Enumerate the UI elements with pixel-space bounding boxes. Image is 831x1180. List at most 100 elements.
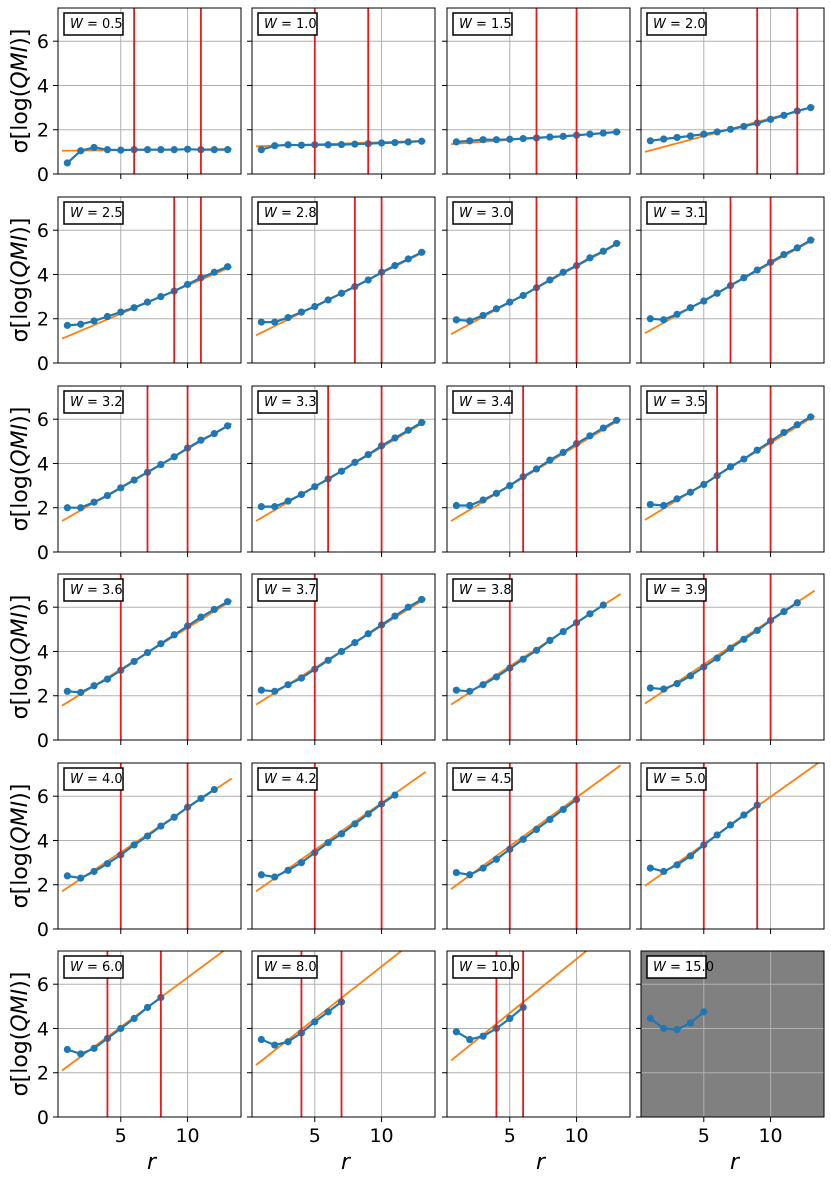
data-point [418,137,426,145]
data-point [391,791,399,799]
data-point [210,429,218,438]
data-point [599,601,607,609]
data-point [130,304,138,312]
panels-group: 0 2 4 6 W = 0.5 W = 1.0 W = 1.5 W = 2.0 0 2 4 6 W = … [37,7,825,1147]
panel-frame [640,385,825,553]
data-point [646,684,654,692]
y-tick-label: 0 [37,919,49,941]
data-point [726,463,735,471]
data-point [324,656,332,664]
panel-frame [640,7,825,175]
data-point [492,855,501,863]
data-point [297,859,306,867]
y-axis-label: σ[log(QMI)] [8,784,33,909]
data-point [117,308,125,316]
data-point [479,681,487,689]
data-point [452,316,460,324]
data-point [466,871,474,879]
data-point [740,635,748,643]
data-point [559,805,567,814]
data-point [170,146,178,154]
data-point [613,239,621,248]
data-point [337,140,346,149]
data-point [780,428,788,437]
svg-text:W = 4.5: W = 4.5 [459,772,512,787]
data-point [660,867,668,876]
data-point [452,686,460,694]
y-tick-label: 2 [37,120,49,142]
data-point [740,455,748,463]
data-point [117,146,125,154]
plot-area [252,386,435,552]
panel-frame [251,385,436,553]
plot-area [447,386,630,552]
plot-area [58,574,241,740]
data-point [466,687,474,695]
data-point [726,125,735,133]
panel-label-box [452,955,513,979]
svg-text:W = 3.9: W = 3.9 [653,583,706,598]
y-axis-label: σ[log(QMI)] [8,972,33,1097]
data-point [713,654,721,662]
y-tick-label: 0 [37,353,49,375]
y-tick-label: 6 [37,597,49,619]
data-point [660,685,668,693]
data-point [364,451,372,459]
panel-label-box [452,578,513,602]
data-point [170,813,178,821]
y-axis-label: σ[log(QMI)] [8,29,33,154]
y-tick-label: 2 [37,309,49,331]
data-point [271,503,279,511]
data-point [157,822,165,830]
data-point [506,298,514,306]
svg-text:W = 6.0: W = 6.0 [70,960,123,975]
data-point [753,446,761,454]
data-point [660,316,668,324]
data-point [700,297,708,305]
data-point [546,815,554,824]
svg-text:W = 4.2: W = 4.2 [264,772,317,787]
panel-label-box [646,767,707,791]
data-point [673,495,681,503]
data-point [224,146,232,154]
panel-frame [446,573,631,741]
panel-label-box [63,12,124,36]
data-point [673,679,681,688]
data-point [452,501,460,510]
data-point [257,686,265,694]
svg-text:W = 2.0: W = 2.0 [653,17,706,32]
data-point [391,138,399,147]
data-point [466,137,474,145]
svg-text:W = 10.0: W = 10.0 [459,960,520,975]
panel: W = 3.0 [442,196,631,368]
data-point [686,304,695,312]
data-point [210,146,218,154]
svg-text:W = 0.5: W = 0.5 [70,17,123,32]
data-point [726,821,735,829]
data-point [157,146,165,154]
data-point [143,1003,152,1012]
plot-area [58,197,241,363]
panel-label: W = 1.5 [452,12,513,36]
data-point [391,262,399,270]
data-point [391,434,399,442]
panel-label-box [646,578,707,602]
y-tick-label: 4 [37,641,49,663]
plot-area [641,197,824,363]
panel-label: W = 2.5 [63,201,124,225]
data-point [673,861,681,869]
y-tick-label: 6 [37,220,49,242]
panel-label: W = 4.5 [452,767,513,791]
data-point [452,868,460,877]
data-point [740,274,748,282]
panel-frame [446,196,631,364]
data-point [807,413,815,421]
data-series-line [456,798,578,876]
panel-frame [640,196,825,364]
panel: 5 10 W = 15.0 [636,950,825,1147]
data-point [77,874,85,882]
panel-label: W = 1.0 [257,12,318,36]
data-point [673,1025,681,1034]
y-axis-label: σ[log(QMI)] [8,407,33,532]
plot-area [641,763,824,929]
